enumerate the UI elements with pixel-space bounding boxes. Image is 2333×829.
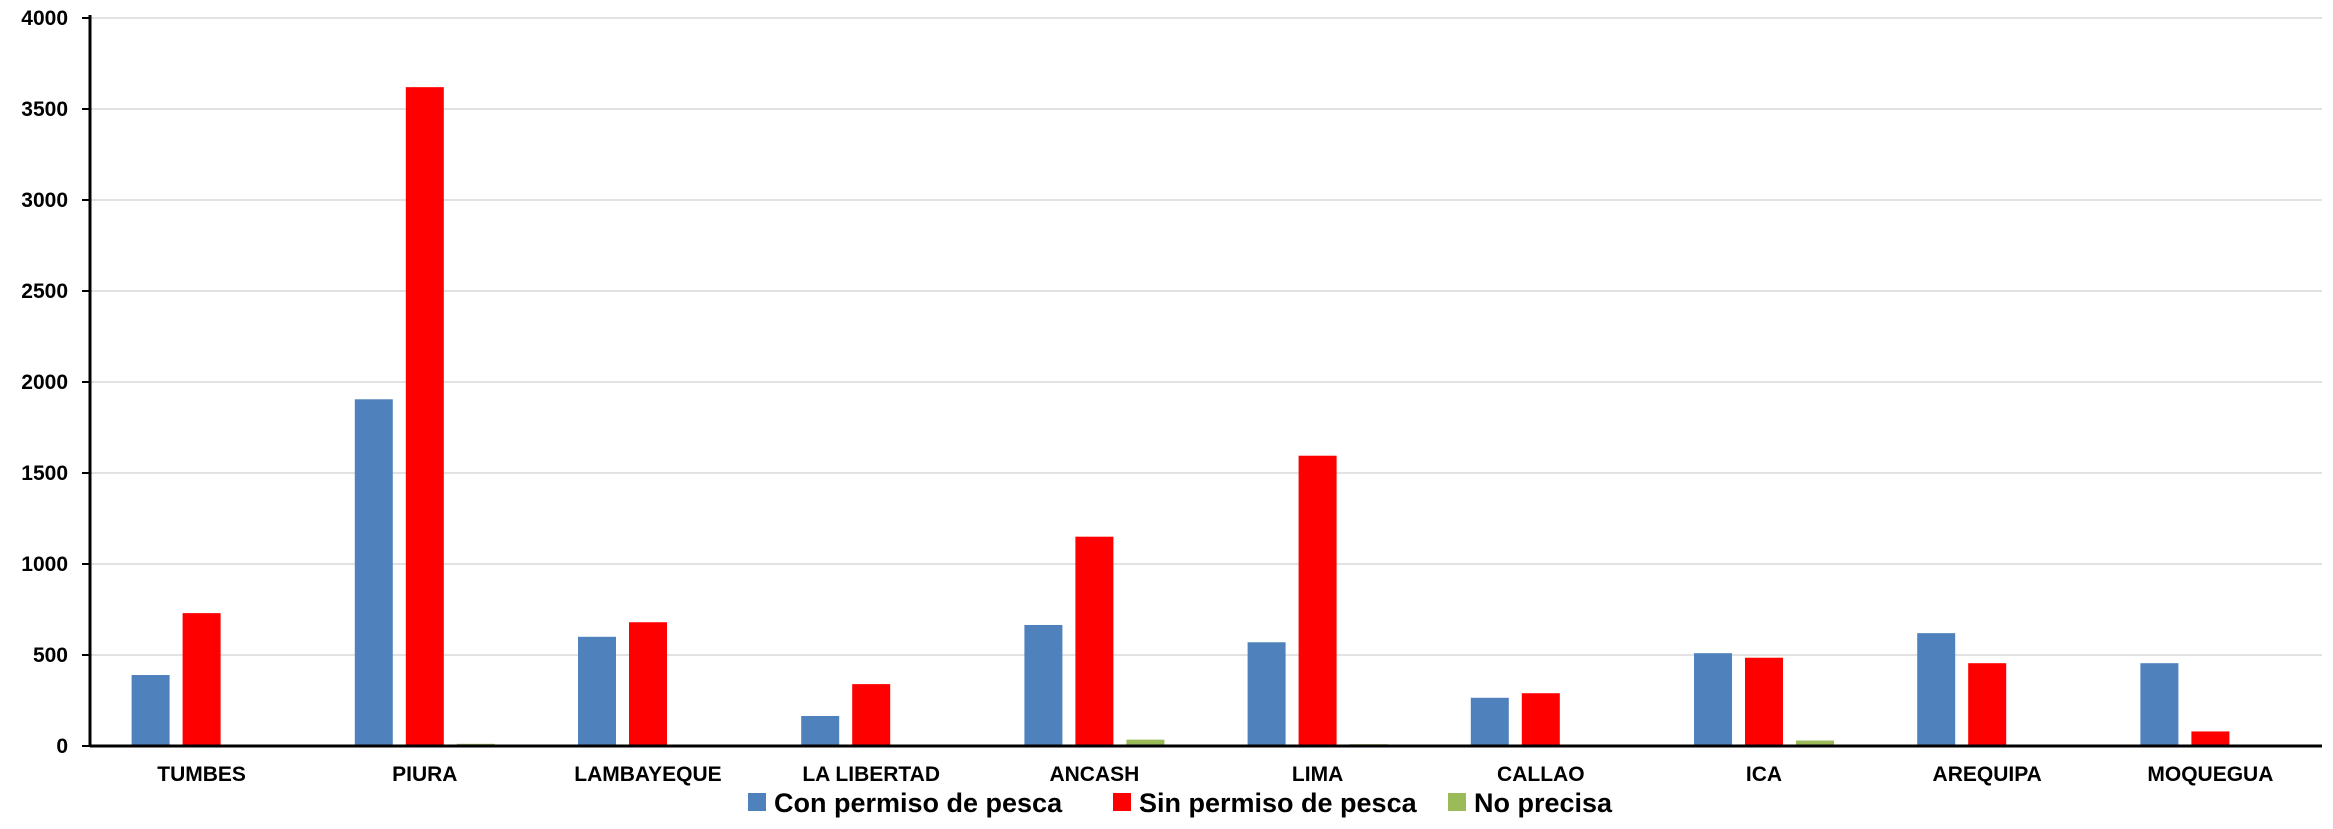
y-axis-ticks: 0 500 1000 1500 2000 2500 3000 3500 4000	[21, 7, 90, 758]
x-category-label: LA LIBERTAD	[802, 763, 940, 786]
bar-tumbes-series-1	[131, 675, 170, 746]
bar-lambayeque-series-1	[578, 636, 616, 746]
legend-label: Sin permiso de pesca	[1139, 788, 1418, 818]
y-tick-label: 0	[56, 735, 68, 758]
bar-ica-series-2	[1745, 657, 1783, 746]
x-category-label: ICA	[1746, 763, 1782, 786]
y-tick-label: 2500	[21, 280, 68, 303]
y-tick-label: 500	[33, 644, 68, 667]
y-tick-label: 3500	[21, 98, 68, 121]
gridlines	[90, 17, 2322, 656]
legend-label: No precisa	[1474, 788, 1613, 818]
legend-swatch	[1448, 793, 1466, 811]
bar-la-libertad-series-2	[852, 684, 891, 746]
bar-ancash-series-2	[1075, 536, 1114, 746]
bar-lima-series-2	[1298, 455, 1337, 746]
y-tick-label: 2000	[21, 371, 68, 394]
bar-arequipa-series-2	[1968, 663, 2007, 746]
x-category-label: LIMA	[1292, 763, 1343, 786]
bar-lima-series-1	[1247, 642, 1286, 746]
y-tick-label: 4000	[21, 7, 68, 30]
legend-swatch	[1113, 793, 1131, 811]
y-tick-label: 1500	[21, 462, 68, 485]
x-category-label: TUMBES	[157, 763, 246, 786]
y-tick-label: 1000	[21, 553, 68, 576]
bar-callao-series-1	[1470, 697, 1509, 746]
bar-tumbes-series-2	[182, 613, 221, 746]
bar-arequipa-series-1	[1917, 633, 1956, 746]
bars	[131, 87, 2281, 746]
bar-callao-series-2	[1521, 693, 1560, 746]
bar-lambayeque-series-2	[629, 622, 667, 746]
bar-moquegua-series-2	[2191, 731, 2230, 746]
bar-piura-series-1	[354, 399, 393, 746]
x-category-label: CALLAO	[1497, 763, 1585, 786]
x-category-label: PIURA	[392, 763, 457, 786]
bar-la-libertad-series-1	[801, 715, 840, 746]
x-axis-category-labels: TUMBES PIURA LAMBAYEQUE LA LIBERTAD ANCASH LI…	[157, 763, 2273, 786]
legend: Con permiso de pesca Sin permiso de pesca…	[748, 788, 1613, 818]
bar-piura-series-2	[405, 87, 444, 746]
bar-ancash-series-1	[1024, 624, 1063, 746]
x-category-label: LAMBAYEQUE	[574, 763, 721, 786]
x-category-label: ANCASH	[1049, 763, 1139, 786]
bar-ancash-series-3	[1126, 739, 1165, 746]
bar-ica-series-1	[1694, 653, 1732, 746]
legend-label: Con permiso de pesca	[774, 788, 1063, 818]
y-tick-label: 3000	[21, 189, 68, 212]
x-category-label: MOQUEGUA	[2147, 763, 2273, 786]
legend-swatch	[748, 793, 766, 811]
bar-moquegua-series-1	[2140, 663, 2179, 746]
x-category-label: AREQUIPA	[1933, 763, 2042, 786]
bar-ica-series-3	[1796, 740, 1834, 746]
